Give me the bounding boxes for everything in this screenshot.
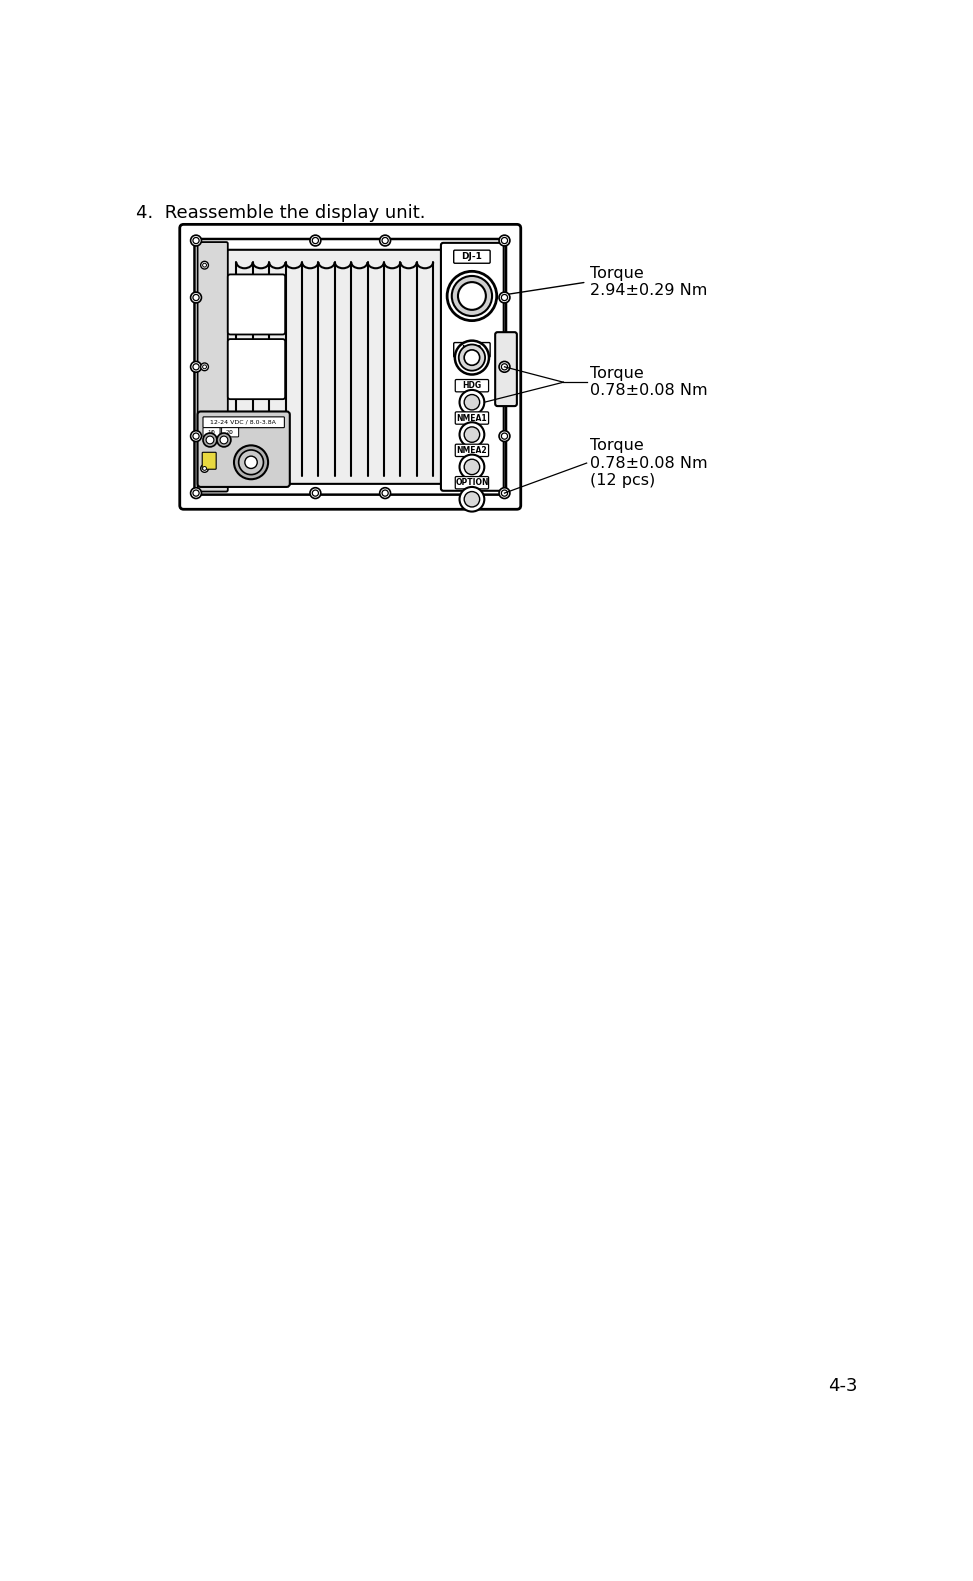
Circle shape <box>193 490 199 496</box>
Circle shape <box>234 446 269 479</box>
Circle shape <box>464 427 480 443</box>
Circle shape <box>191 362 201 372</box>
Circle shape <box>191 292 201 304</box>
Circle shape <box>382 237 388 243</box>
Text: OPTION: OPTION <box>455 477 488 487</box>
Circle shape <box>499 236 510 247</box>
Text: 2⊖: 2⊖ <box>226 430 234 435</box>
FancyBboxPatch shape <box>203 417 284 427</box>
Text: 4.  Reassemble the display unit.: 4. Reassemble the display unit. <box>135 204 425 221</box>
Circle shape <box>312 490 318 496</box>
Circle shape <box>499 487 510 498</box>
Circle shape <box>202 264 206 267</box>
Circle shape <box>191 430 201 441</box>
Circle shape <box>206 436 214 444</box>
Circle shape <box>451 277 492 316</box>
Circle shape <box>464 349 480 365</box>
FancyBboxPatch shape <box>227 250 443 484</box>
Bar <box>229 251 441 482</box>
Circle shape <box>501 237 508 243</box>
Circle shape <box>499 292 510 304</box>
FancyBboxPatch shape <box>198 411 290 487</box>
Text: Torque
0.78±0.08 Nm
(12 pcs): Torque 0.78±0.08 Nm (12 pcs) <box>590 438 707 489</box>
FancyBboxPatch shape <box>198 242 228 492</box>
Circle shape <box>379 487 390 498</box>
Text: 4-3: 4-3 <box>828 1377 858 1394</box>
Circle shape <box>238 451 264 474</box>
FancyBboxPatch shape <box>455 476 488 489</box>
Circle shape <box>499 362 510 372</box>
FancyBboxPatch shape <box>203 427 220 436</box>
Circle shape <box>464 395 480 409</box>
Text: 12-24 VDC / 8.0-3.8A: 12-24 VDC / 8.0-3.8A <box>210 421 276 425</box>
Circle shape <box>310 236 321 247</box>
Text: Torque
2.94±0.29 Nm: Torque 2.94±0.29 Nm <box>590 266 707 299</box>
FancyBboxPatch shape <box>455 444 488 457</box>
Text: NMEA1: NMEA1 <box>456 414 487 422</box>
FancyBboxPatch shape <box>202 452 216 470</box>
Circle shape <box>202 466 206 471</box>
Circle shape <box>459 487 485 512</box>
Text: NMEA2: NMEA2 <box>456 446 487 455</box>
Circle shape <box>458 281 486 310</box>
Circle shape <box>191 487 201 498</box>
Circle shape <box>202 365 206 368</box>
FancyBboxPatch shape <box>228 275 285 335</box>
Text: 1⊕: 1⊕ <box>207 430 216 435</box>
Circle shape <box>193 237 199 243</box>
Circle shape <box>459 455 485 479</box>
Circle shape <box>245 457 257 468</box>
Circle shape <box>220 436 228 444</box>
Circle shape <box>499 430 510 441</box>
Circle shape <box>448 272 497 321</box>
Circle shape <box>459 391 485 414</box>
Circle shape <box>459 422 485 447</box>
Text: USB: USB <box>461 345 483 354</box>
Text: Torque
0.78±0.08 Nm: Torque 0.78±0.08 Nm <box>590 367 707 398</box>
FancyBboxPatch shape <box>455 379 488 392</box>
Circle shape <box>464 458 480 474</box>
FancyBboxPatch shape <box>453 250 490 264</box>
FancyBboxPatch shape <box>455 413 488 424</box>
FancyBboxPatch shape <box>222 427 238 436</box>
FancyBboxPatch shape <box>228 338 285 398</box>
FancyBboxPatch shape <box>180 225 521 509</box>
Circle shape <box>193 364 199 370</box>
Circle shape <box>501 490 508 496</box>
Circle shape <box>310 487 321 498</box>
Text: HDG: HDG <box>462 381 482 391</box>
Circle shape <box>193 433 199 440</box>
Circle shape <box>501 433 508 440</box>
Circle shape <box>382 490 388 496</box>
Circle shape <box>193 294 199 300</box>
Circle shape <box>464 492 480 508</box>
Circle shape <box>191 236 201 247</box>
Text: DJ-1: DJ-1 <box>461 253 483 261</box>
Circle shape <box>458 345 486 370</box>
Circle shape <box>454 340 489 375</box>
Circle shape <box>379 236 390 247</box>
Circle shape <box>203 433 217 447</box>
Circle shape <box>200 261 208 269</box>
Circle shape <box>312 237 318 243</box>
Circle shape <box>200 465 208 473</box>
Circle shape <box>217 433 231 447</box>
FancyBboxPatch shape <box>453 343 490 357</box>
FancyBboxPatch shape <box>195 239 506 495</box>
FancyBboxPatch shape <box>441 243 504 490</box>
Circle shape <box>501 294 508 300</box>
Circle shape <box>200 364 208 370</box>
FancyBboxPatch shape <box>495 332 517 406</box>
Circle shape <box>501 364 508 370</box>
